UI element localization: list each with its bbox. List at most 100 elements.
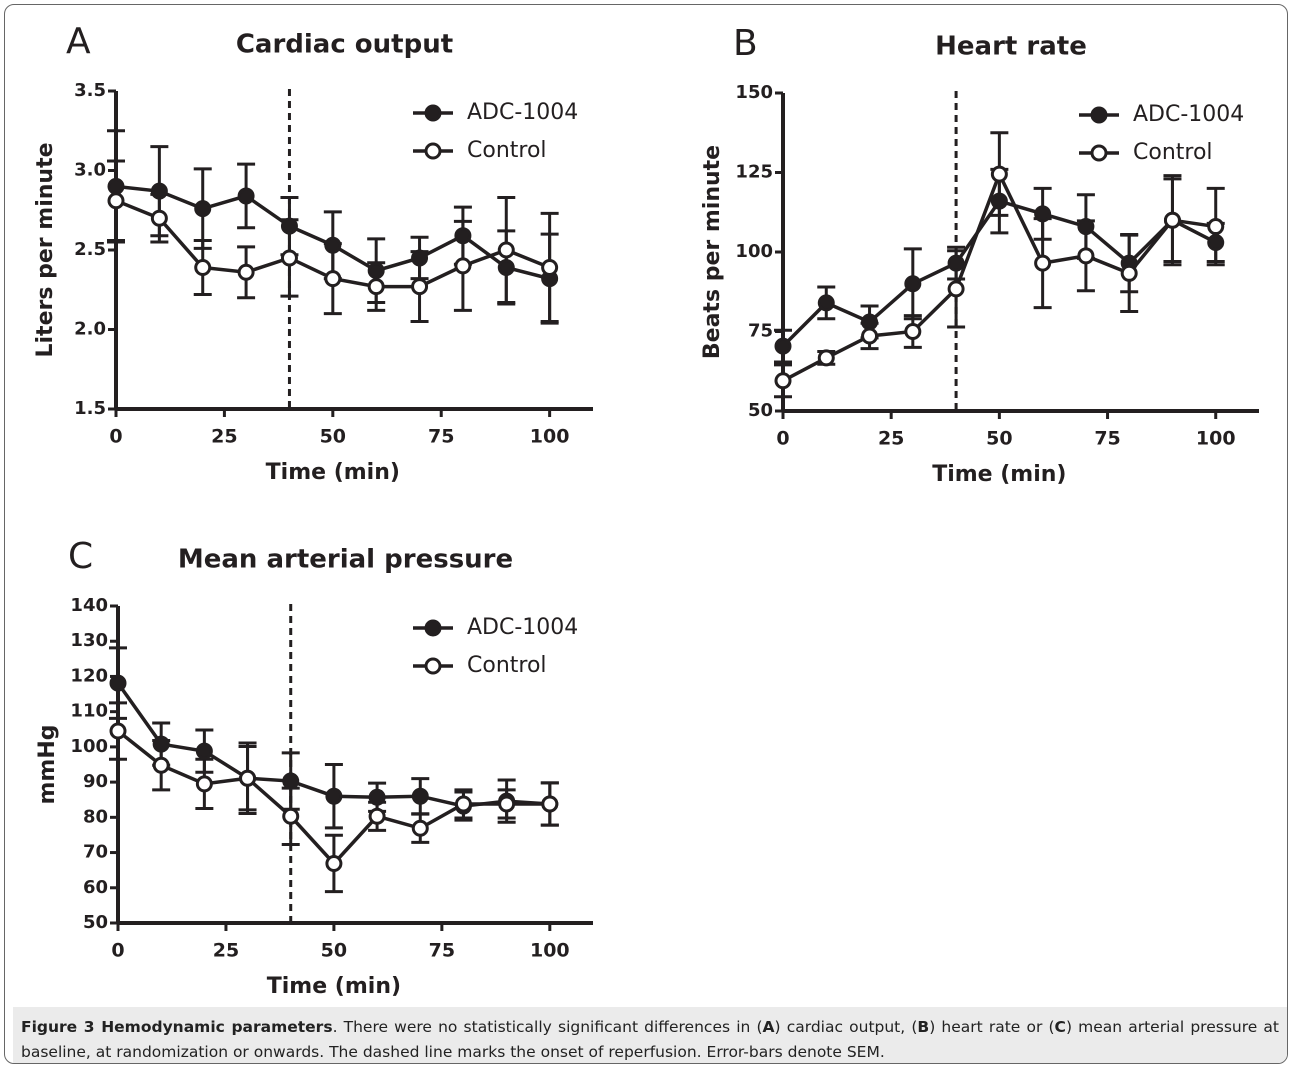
legend-label: ADC-1004 [467,100,578,125]
x-tick-label: 50 [986,428,1012,450]
x-tick-label: 0 [776,428,789,450]
x-tick-label: 100 [530,426,570,448]
data-point [282,772,300,790]
data-point [947,254,965,272]
data-point [194,258,212,276]
x-tick-label: 75 [1094,428,1120,450]
data-point [237,263,255,281]
legend-marker [424,104,442,122]
y-tick-label: 110 [70,701,108,722]
y-tick-label: 150 [735,82,773,103]
data-point [367,278,385,296]
data-point [774,337,792,355]
data-point [280,217,298,235]
y-tick-label: 70 [83,842,108,863]
legend-marker [1090,106,1108,124]
x-tick-label: 0 [109,426,122,448]
data-point [368,807,386,825]
data-point [1120,264,1138,282]
caption-text: . There were no statistically significan… [332,1018,763,1036]
caption-text: C [1054,1018,1066,1036]
x-tick-label: 50 [320,426,346,448]
figure: A Cardiac output Time (min) Liters per minu… [4,4,1288,1064]
x-tick-label: 75 [429,940,455,962]
x-tick-label: 100 [1196,428,1236,450]
x-tick-label: 50 [321,940,347,962]
data-point [411,787,429,805]
x-tick-label: 0 [111,940,124,962]
y-tick-label: 120 [70,665,108,686]
data-point [109,674,127,692]
data-point [152,756,170,774]
data-point [904,323,922,340]
data-point [497,241,515,259]
legend-marker [424,142,442,160]
legend-marker [424,619,442,637]
legend-label: Control [467,653,547,678]
data-point [368,788,386,806]
data-point [1034,254,1052,272]
y-tick-label: 3.0 [74,160,106,181]
data-point [152,735,170,753]
y-tick-label: 2.0 [74,319,106,340]
x-tick-label: 75 [428,426,454,448]
data-point [1034,205,1052,223]
legend-marker [424,657,442,675]
data-point [774,372,792,390]
legend-label: Control [1133,140,1213,165]
caption-text: Figure 3 Hemodynamic parameters [21,1018,333,1036]
y-tick-label: 60 [83,877,108,898]
data-point [239,769,257,787]
data-point [947,280,965,298]
y-tick-label: 1.5 [74,398,106,419]
data-point [541,795,559,813]
data-point [195,775,213,793]
data-point [324,236,342,254]
data-point [1207,233,1225,251]
data-point [1207,218,1225,236]
data-point [1077,218,1095,236]
data-point [861,327,879,345]
y-tick-label: 100 [735,241,773,262]
data-point [195,742,213,760]
y-tick-label: 50 [83,912,108,933]
legend-label: ADC-1004 [467,615,578,640]
chart-title: Heart rate [935,32,1087,62]
data-point [497,258,515,276]
panel-label: B [733,23,758,64]
caption-text: ) mean arterial pressure at baseline, at… [21,1018,1280,1061]
chart-title: Cardiac output [236,30,453,60]
data-point [990,165,1008,183]
data-point [454,227,472,245]
caption: Figure 3 Hemodynamic parameters. There w… [13,1007,1287,1063]
data-point [411,249,429,267]
y-tick-label: 50 [748,400,773,421]
data-point [411,819,429,837]
x-axis-label: Time (min) [266,460,400,485]
chart-title: Mean arterial pressure [178,545,513,575]
data-point [817,349,835,367]
y-tick-label: 125 [735,162,773,183]
data-point [324,270,342,288]
caption-text: ) heart rate or ( [929,1018,1055,1036]
x-tick-label: 100 [530,940,570,962]
x-tick-label: 25 [213,940,239,962]
y-tick-label: 100 [70,736,108,757]
legend-marker [1090,144,1108,162]
y-axis-label: mmHg [35,724,60,804]
data-point [367,262,385,280]
y-axis-label: Beats per minute [700,145,725,359]
data-point [194,200,212,218]
x-tick-label: 25 [878,428,904,450]
y-tick-label: 130 [70,630,108,651]
y-axis-label: Liters per minute [33,142,58,357]
data-point [325,787,343,805]
data-point [107,192,125,210]
data-point [454,257,472,275]
data-point [1077,247,1095,265]
data-point [498,795,516,813]
panel-label: A [66,21,91,62]
data-point [817,294,835,312]
legend-label: ADC-1004 [1133,102,1244,127]
data-point [150,182,168,200]
